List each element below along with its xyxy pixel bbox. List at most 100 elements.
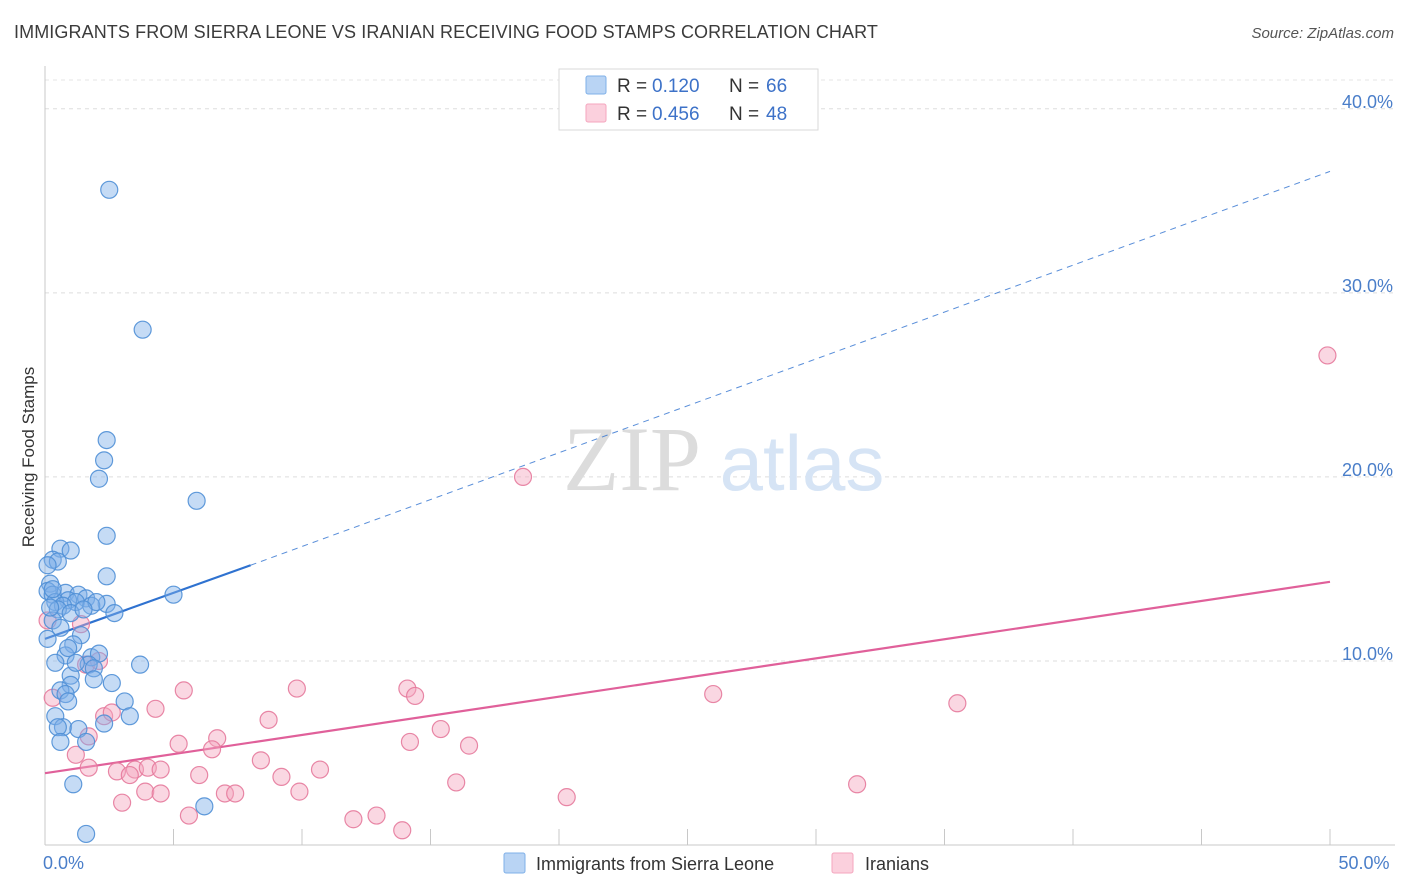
sierra-leone-point-58 (59, 638, 78, 658)
sierra-leone-point-64 (51, 618, 70, 637)
iranian-point-35 (447, 773, 466, 792)
sierra-leone-point-59 (74, 600, 93, 619)
watermark: ZIP atlas (563, 408, 884, 510)
iranian-point-6 (1318, 346, 1337, 365)
sierra-leone-point-39 (130, 655, 150, 674)
iranian-point-45 (344, 810, 363, 829)
y-tick-label-1: 20.0% (1342, 460, 1393, 480)
sierra-leone-point-61 (105, 603, 124, 623)
sierra-leone-point-56 (195, 797, 214, 816)
tick-labels: 10.0% 20.0% 30.0% 40.0% 0.0% 50.0% (43, 92, 1393, 873)
iranian-point-38 (151, 784, 170, 803)
sierra-leone-point-62 (43, 580, 62, 599)
grid (45, 79, 1395, 662)
sierra-leone-point-27 (164, 585, 183, 604)
iranian-point-37 (136, 782, 155, 801)
sierra-leone-point-10 (48, 552, 67, 571)
iranian-point-43 (112, 793, 132, 812)
sierra-leone-point-55 (64, 775, 83, 794)
sierra-leone-point-41 (102, 673, 121, 693)
scatter-points (38, 180, 1337, 844)
iranian-point-36 (848, 775, 867, 794)
x-tick-label-1: 50.0% (1338, 853, 1389, 873)
sierra-leone-point-48 (120, 707, 139, 726)
iranian-point-10 (405, 686, 425, 706)
legend-swatch-pink (585, 103, 607, 123)
sierra-leone-point-5 (187, 491, 206, 510)
sierra-leone-point-60 (41, 598, 60, 617)
iranian-point-13 (146, 699, 165, 718)
sierra-leone-point-8 (61, 541, 80, 560)
iranian-point-16 (259, 710, 278, 729)
sierra-leone-point-44 (56, 684, 75, 704)
x-tick-label-0: 0.0% (43, 853, 84, 873)
bottom-legend-swatch-iranians (831, 852, 854, 874)
iranian-point-9 (398, 679, 417, 698)
iranian-point-24 (66, 745, 85, 764)
sierra-leone-point-33 (56, 646, 75, 665)
sierra-leone-point-11 (38, 556, 57, 575)
iranian-point-39 (215, 784, 234, 803)
sierra-leone-point-63 (66, 653, 85, 672)
legend: R = 0.120 N = 66 R = 0.456 N = 48 (558, 68, 819, 131)
legend-r-label-2: R = (617, 104, 647, 125)
iranian-point-18 (208, 729, 227, 748)
watermark-atlas: atlas (720, 419, 885, 507)
iranian-point-12 (948, 694, 967, 713)
iranian-point-8 (287, 679, 306, 698)
sierra-leone-point-30 (71, 626, 91, 645)
iranian-point-47 (393, 821, 412, 840)
iranian-point-30 (151, 760, 170, 779)
legend-swatch-blue (585, 75, 607, 95)
iranian-point-33 (272, 767, 291, 787)
chart-title: IMMIGRANTS FROM SIERRA LEONE VS IRANIAN … (14, 22, 879, 42)
legend-r-label-1: R = (617, 76, 647, 97)
iranian-point-21 (202, 740, 222, 759)
legend-n-value-2: 48 (766, 104, 787, 125)
sierra-leone-point-52 (48, 718, 67, 737)
iranian-point-26 (79, 758, 98, 777)
iranian-point-7 (174, 681, 193, 700)
sierra-leone-point-4 (89, 469, 109, 488)
iranian-point-20 (169, 734, 188, 753)
y-tick-label-3: 40.0% (1342, 92, 1393, 112)
sierra-leone-point-6 (97, 526, 116, 545)
sierra-leone-point-50 (53, 718, 73, 737)
iranian-point-22 (400, 732, 420, 752)
y-axis-label: Receiving Food Stamps (19, 367, 38, 547)
sierra-leone-point-65 (84, 670, 103, 689)
iranian-point-40 (226, 784, 245, 803)
sierra-leone-point-31 (38, 629, 57, 648)
source-label: Source: ZipAtlas.com (1251, 25, 1394, 42)
sierra-leone-point-12 (97, 567, 116, 586)
bottom-legend-label-sierra-leone: Immigrants from Sierra Leone (536, 854, 774, 874)
iranian-point-17 (431, 719, 450, 739)
watermark-zip: ZIP (563, 408, 701, 510)
legend-n-value-1: 66 (766, 76, 787, 97)
bottom-legend: Immigrants from Sierra Leone Iranians (503, 852, 929, 874)
iranian-point-5 (513, 467, 533, 487)
iranian-point-25 (251, 751, 270, 770)
iranian-point-31 (120, 765, 139, 785)
sierra-leone-point-36 (46, 653, 65, 672)
iranian-trend-solid (44, 580, 1331, 775)
iranian-point-34 (310, 760, 330, 779)
sierra-leone-point-2 (97, 430, 116, 450)
iranian-point-11 (704, 684, 723, 704)
axes (44, 66, 1395, 846)
legend-r-value-1: 0.120 (652, 76, 700, 97)
iranian-point-44 (179, 806, 199, 825)
iranian-point-23 (459, 736, 479, 755)
sierra-leone-point-0 (100, 180, 119, 199)
sierra-leone-point-3 (95, 451, 114, 470)
sierra-leone-point-45 (59, 692, 78, 711)
sierra-leone-point-1 (133, 320, 152, 339)
legend-n-label-1: N = (729, 76, 759, 97)
sierra-leone-trend-dashed (250, 170, 1331, 566)
sierra-leone-point-57 (77, 824, 96, 844)
bottom-legend-label-iranians: Iranians (865, 854, 929, 874)
sierra-leone-point-54 (51, 732, 70, 752)
iranian-point-46 (367, 806, 386, 825)
bottom-legend-swatch-sierra-leone (503, 852, 526, 874)
